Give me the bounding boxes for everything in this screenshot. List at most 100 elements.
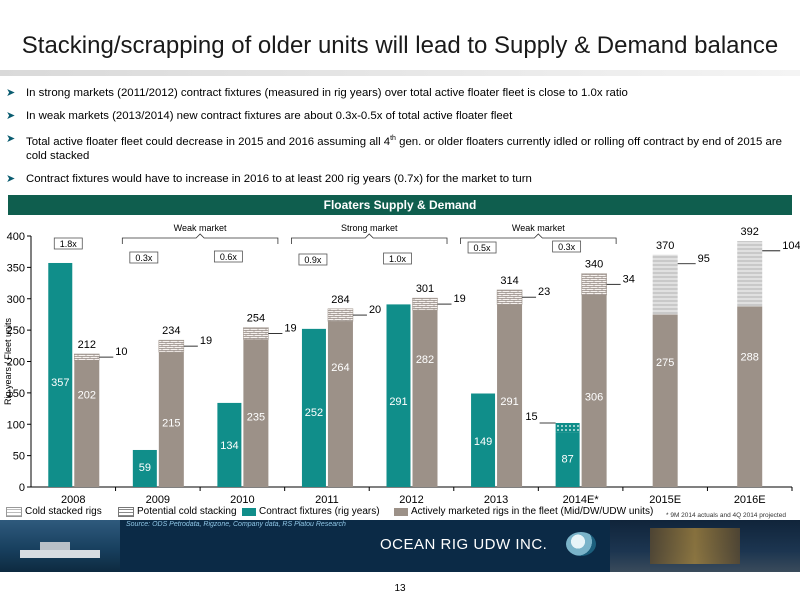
potential-cold-stacking-bar	[581, 273, 607, 296]
contract-fixtures-label: 134	[220, 440, 238, 452]
bullet-text: In weak markets (2013/2014) new contract…	[26, 110, 513, 122]
cold-stacked-bar	[652, 254, 678, 315]
ratio-label: 0.5x	[474, 243, 492, 253]
x-tick-label: 2016E	[734, 494, 766, 506]
active-fleet-label: 235	[247, 412, 265, 424]
x-tick-label: 2015E	[649, 494, 681, 506]
potential-cold-stacking-bar	[327, 308, 354, 322]
potential-cold-stacking-label: 23	[538, 286, 550, 298]
market-label: Weak market	[174, 223, 227, 233]
ratio-box	[213, 250, 243, 263]
active-fleet-label: 306	[585, 392, 603, 404]
legend-swatch	[6, 506, 22, 517]
ratio-label: 0.3x	[558, 242, 576, 252]
active-fleet-bar	[497, 304, 523, 487]
fleet-total-label: 212	[78, 339, 96, 351]
active-fleet-bar	[412, 310, 438, 487]
y-axis-label: Rig years / Fleet units	[3, 317, 13, 405]
contract-fixtures-label: 252	[305, 407, 323, 419]
ratio-box	[129, 251, 159, 264]
y-tick-label: 400	[7, 231, 25, 243]
cold-stacked-label: 95	[698, 253, 710, 265]
y-tick-label: 100	[7, 419, 25, 431]
cold-stacked-bar	[737, 241, 763, 307]
active-fleet-bar	[737, 306, 763, 487]
arrow-bullet-icon: ➤	[6, 110, 16, 122]
fleet-total-label: 340	[585, 259, 603, 271]
contract-fixtures-label: 59	[139, 462, 151, 474]
x-tick-label: 2013	[484, 494, 508, 506]
legend-swatch	[118, 506, 134, 517]
company-logo-icon	[566, 532, 596, 556]
rig-night-image	[610, 520, 800, 572]
bullet-item: ➤ In weak markets (2013/2014) new contra…	[6, 109, 786, 123]
x-tick-label: 2009	[146, 494, 170, 506]
y-tick-label: 350	[7, 262, 25, 274]
contract-fixtures-label: 357	[51, 377, 69, 389]
active-fleet-label: 264	[331, 362, 349, 374]
page-number: 13	[394, 583, 406, 594]
fleet-total-label: 301	[416, 283, 434, 295]
rig-lights-shape	[650, 528, 740, 564]
fleet-total-label: 234	[162, 325, 180, 337]
ship-deck-shape	[40, 542, 70, 550]
company-name: OCEAN RIG UDW INC.	[380, 536, 548, 553]
x-tick-label: 2008	[61, 494, 85, 506]
contract-fixtures-label: 291	[389, 396, 407, 408]
contract-fixtures-bar	[217, 402, 242, 487]
bullet-text: Contract fixtures would have to increase…	[26, 172, 532, 185]
x-tick-label: 2010	[230, 494, 254, 506]
potential-cold-stacking-bar	[158, 339, 185, 353]
fleet-total-label: 370	[656, 240, 674, 252]
source-note: Source: ODS Petrodata, Rigzone, Company …	[126, 521, 346, 528]
market-bracket	[291, 233, 448, 244]
drillship-image	[0, 520, 120, 572]
ratio-label: 1.0x	[389, 254, 407, 264]
slide-title: Stacking/scrapping of older units will l…	[21, 32, 779, 59]
active-fleet-bar	[652, 314, 678, 487]
bullet-text: Total active floater fleet could decreas…	[26, 135, 782, 162]
ship-hull-shape	[20, 550, 100, 558]
active-fleet-label: 275	[656, 357, 674, 369]
active-fleet-bar	[158, 352, 184, 487]
fleet-total-label: 254	[247, 313, 265, 325]
y-tick-label: 150	[7, 388, 25, 400]
y-tick-label: 250	[7, 325, 25, 337]
active-fleet-label: 291	[500, 396, 518, 408]
active-fleet-label: 215	[162, 417, 180, 429]
potential-cold-stacking-bar	[243, 327, 269, 340]
chart-legend: Cold stacked rigs Potential cold stackin…	[6, 506, 796, 520]
contract-fixtures-bar	[301, 328, 326, 487]
contract-fixtures-bar	[386, 304, 411, 487]
active-fleet-label: 202	[78, 389, 96, 401]
x-tick-label: 2012	[399, 494, 423, 506]
bullet-list: ➤ In strong markets (2011/2012) contract…	[6, 86, 786, 195]
potential-cold-stacking-label: 19	[284, 323, 296, 335]
active-fleet-bar	[581, 294, 607, 487]
potential-cold-stacking-label: 10	[115, 346, 127, 358]
market-bracket	[121, 233, 279, 244]
ratio-label: 0.6x	[220, 252, 238, 262]
market-label: Strong market	[341, 223, 398, 233]
contract-fixtures-bar	[555, 432, 580, 487]
bullet-item: ➤ Contract fixtures would have to increa…	[6, 172, 786, 186]
ratio-box	[298, 253, 328, 266]
chart-footnote: * 9M 2014 actuals and 4Q 2014 projected	[666, 512, 786, 519]
fleet-total-label: 284	[331, 294, 349, 306]
contract-fixtures-bar	[471, 393, 496, 487]
active-fleet-bar	[327, 321, 353, 487]
y-tick-label: 50	[13, 451, 25, 463]
y-tick-label: 300	[7, 294, 25, 306]
y-tick-label: 200	[7, 357, 25, 369]
contract-fixtures-label: 87	[561, 453, 573, 465]
legend-swatch	[394, 507, 408, 516]
chart-banner: Floaters Supply & Demand	[8, 195, 792, 215]
active-fleet-bar	[243, 339, 269, 487]
ratio-box	[467, 241, 497, 254]
projected-fixtures-bar	[555, 422, 580, 433]
potential-cold-stacking-bar	[412, 297, 438, 311]
bullet-text: In strong markets (2011/2012) contract f…	[26, 87, 628, 99]
ratio-box	[53, 237, 83, 250]
bullet-item: ➤ Total active floater fleet could decre…	[6, 132, 786, 163]
active-fleet-label: 288	[741, 351, 759, 363]
